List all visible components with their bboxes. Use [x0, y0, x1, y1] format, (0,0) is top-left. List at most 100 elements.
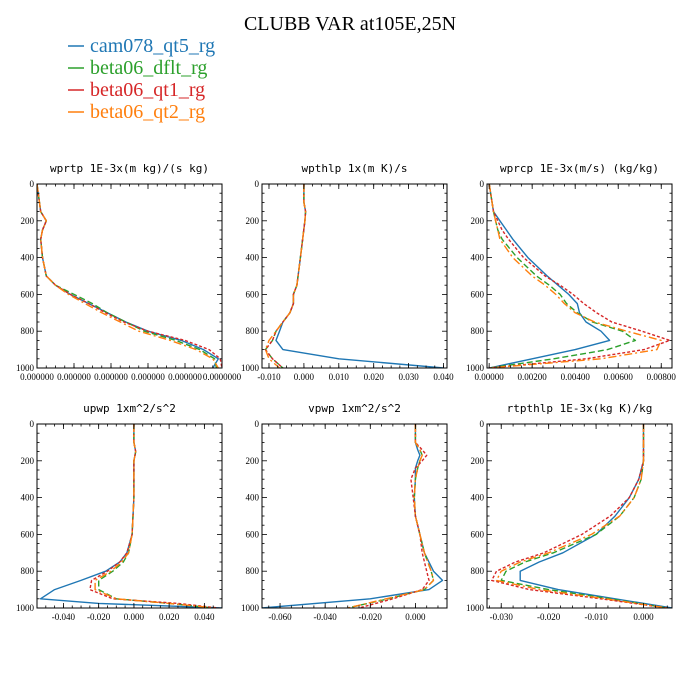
y-tick-label: 800 — [21, 326, 35, 336]
legend-label: beta06_qt2_rg — [90, 101, 205, 123]
series-line — [97, 424, 214, 608]
y-tick-label: 400 — [471, 253, 485, 263]
plot-frame — [261, 423, 448, 609]
legend-label: beta06_dflt_rg — [90, 57, 207, 79]
x-tick-label: 0.00400 — [561, 372, 591, 382]
y-tick-label: 600 — [246, 289, 260, 299]
series-line — [488, 184, 637, 368]
x-tick-label: -0.020 — [359, 612, 383, 622]
y-tick-label: 400 — [471, 493, 485, 503]
plot-frame — [36, 423, 223, 609]
plot-lines — [264, 184, 444, 368]
series-line — [94, 424, 216, 608]
panel-title: wpthlp 1x(m K)/s — [302, 162, 408, 175]
series-line — [37, 184, 218, 368]
y-tick-label: 200 — [246, 456, 260, 466]
plot-frame — [261, 183, 448, 369]
x-tick-label: 0.020 — [159, 612, 180, 622]
legend-label: beta06_qt1_rg — [90, 79, 205, 101]
figure-title: CLUBB VAR at105E,25N — [244, 13, 456, 35]
plot-frame — [486, 183, 673, 369]
series-line — [37, 184, 220, 368]
x-tick-label: -0.020 — [87, 612, 111, 622]
x-tick-label: -0.040 — [52, 612, 76, 622]
panel: upwp 1xm^2/s^2 0 200 400 600 800 1000 -0.040 -0.… — [16, 402, 223, 622]
y-tick-label: 1000 — [241, 363, 260, 373]
panel: rtpthlp 1E-3x(kg K)/kg02004006008001000-… — [466, 402, 673, 622]
y-tick-label: 600 — [246, 529, 260, 539]
y-tick-label: 400 — [21, 253, 35, 263]
plot-frame — [36, 183, 223, 369]
x-tick-label: -0.030 — [490, 612, 514, 622]
y-tick-label: 800 — [471, 326, 485, 336]
x-tick-label: 0.000 — [405, 612, 426, 622]
series-line — [275, 184, 444, 368]
y-tick-label: 1000 — [16, 363, 35, 373]
y-tick-label: 600 — [471, 289, 485, 299]
x-tick-label: 0.040 — [194, 612, 215, 622]
legend: cam078_qt5_rgbeta06_dflt_rgbeta06_qt1_rg… — [68, 35, 215, 123]
series-line — [39, 424, 222, 608]
y-tick-label: 200 — [21, 216, 35, 226]
y-tick-label: 800 — [21, 566, 35, 576]
panels: wprtp 1E-3x(m kg)/(s kg) 0 200 400 600 800 100… — [16, 162, 676, 622]
series-line — [488, 184, 671, 368]
legend-item: beta06_qt1_rg — [68, 79, 205, 101]
panel-title: wprcp 1E-3x(m/s) (kg/kg) — [500, 162, 659, 175]
y-tick-label: 800 — [471, 566, 485, 576]
series-line — [519, 424, 672, 608]
series-line — [37, 184, 222, 368]
x-tick-label: 0.040 — [433, 372, 454, 382]
series-line — [264, 184, 307, 368]
x-tick-label: -0.010 — [584, 612, 608, 622]
series-line — [491, 424, 668, 608]
legend-item: cam078_qt5_rg — [68, 35, 215, 57]
x-tick-label: 0.00800 — [647, 372, 677, 382]
y-tick-label: 600 — [471, 529, 485, 539]
plot-lines — [39, 424, 222, 608]
y-tick-label: 200 — [246, 216, 260, 226]
y-tick-label: 400 — [21, 493, 35, 503]
x-tick-label: 0.000000 — [20, 372, 54, 382]
plot-lines — [488, 184, 671, 368]
x-tick-label: 0.00000 — [475, 372, 505, 382]
panel: wprcp 1E-3x(m/s) (kg/kg) 0 200 400 600 800 100… — [466, 162, 676, 382]
series-line — [500, 424, 668, 608]
panel-title: vpwp 1xm^2/s^2 — [308, 402, 401, 415]
y-tick-label: 1000 — [241, 603, 260, 613]
panel: vpwp 1xm^2/s^2 0 200 400 600 800 1000 -0.060 -0.… — [241, 402, 448, 622]
y-tick-label: 800 — [246, 326, 260, 336]
x-tick-label: 0.000 — [124, 612, 145, 622]
x-tick-label: 0.000000 — [94, 372, 128, 382]
plot-frame — [486, 423, 673, 609]
series-line — [264, 184, 307, 368]
x-tick-label: -0.010 — [257, 372, 281, 382]
series-line — [488, 184, 611, 368]
x-tick-label: 0.00200 — [518, 372, 548, 382]
panel-title: rtpthlp 1E-3x(kg K)/kg — [507, 402, 653, 415]
y-tick-label: 400 — [246, 493, 260, 503]
series-line — [89, 424, 219, 608]
series-line — [347, 424, 435, 608]
series-line — [488, 184, 662, 368]
y-tick-label: 0 — [30, 419, 35, 429]
y-tick-label: 200 — [21, 456, 35, 466]
panel: wprtp 1E-3x(m kg)/(s kg) 0 200 400 600 800 100… — [16, 162, 242, 382]
legend-item: beta06_qt2_rg — [68, 101, 205, 123]
y-tick-label: 200 — [471, 216, 485, 226]
x-tick-label: 0.000 — [294, 372, 315, 382]
series-line — [264, 184, 307, 368]
x-tick-label: 0.030 — [398, 372, 419, 382]
y-tick-label: 400 — [246, 253, 260, 263]
x-tick-label: 0.00600 — [604, 372, 634, 382]
plot-lines — [37, 184, 222, 368]
panel-title: wprtp 1E-3x(m kg)/(s kg) — [50, 162, 209, 175]
x-tick-label: -0.060 — [268, 612, 292, 622]
panel-title: upwp 1xm^2/s^2 — [83, 402, 176, 415]
y-tick-label: 0 — [30, 179, 35, 189]
y-tick-label: 0 — [480, 179, 485, 189]
series-line — [495, 424, 668, 608]
x-tick-label: 0.000000 — [131, 372, 165, 382]
y-tick-label: 200 — [471, 456, 485, 466]
x-tick-label: -0.020 — [537, 612, 561, 622]
